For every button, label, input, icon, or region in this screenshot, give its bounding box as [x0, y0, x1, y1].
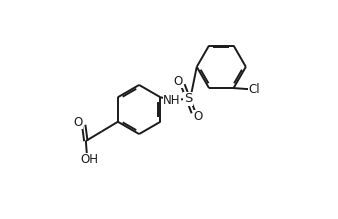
Text: S: S [184, 92, 192, 105]
Text: Cl: Cl [248, 83, 260, 96]
Text: NH: NH [163, 94, 181, 107]
Text: O: O [73, 116, 82, 129]
Text: O: O [194, 110, 203, 123]
Text: O: O [173, 74, 183, 88]
Text: OH: OH [80, 153, 98, 166]
